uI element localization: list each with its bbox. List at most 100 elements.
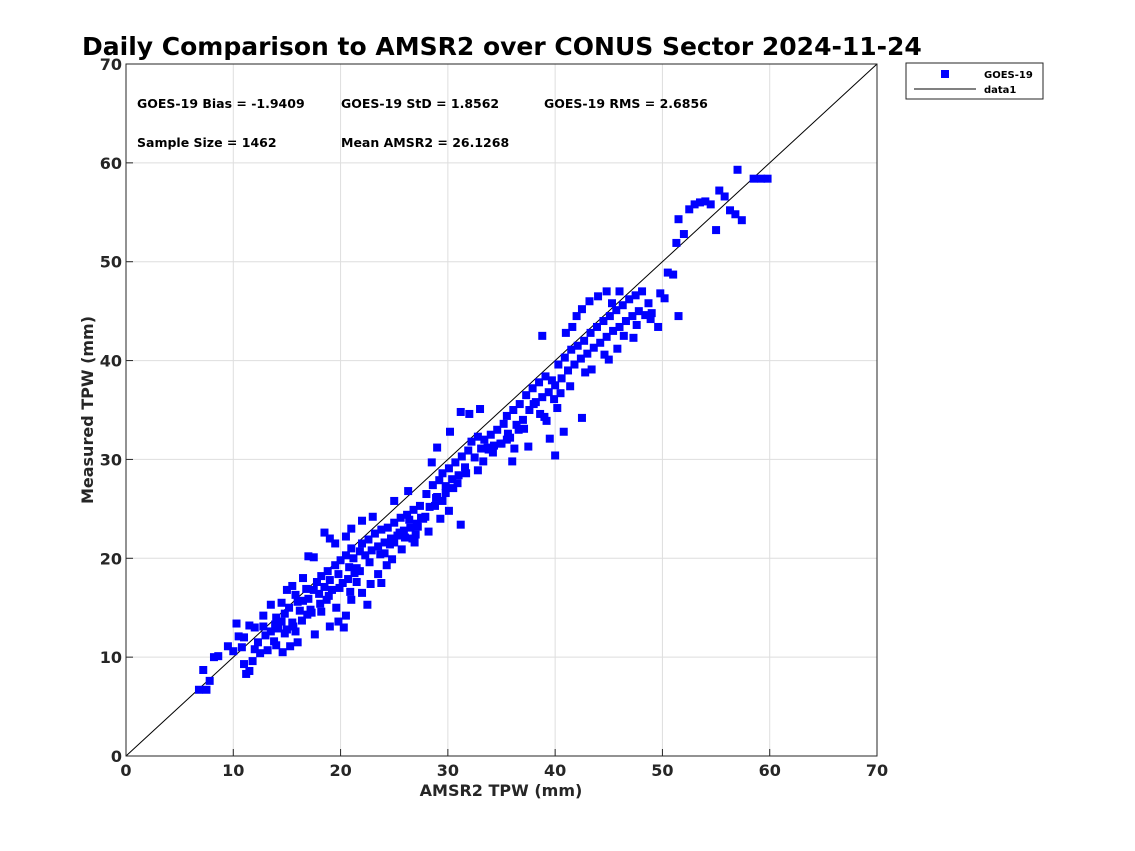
data-point [345, 563, 354, 572]
data-point [209, 653, 218, 662]
data-point [553, 404, 562, 413]
data-point [272, 613, 281, 622]
data-point [476, 405, 485, 414]
data-point [654, 322, 663, 331]
data-point [436, 514, 445, 523]
data-point [529, 400, 538, 409]
data-point [310, 630, 319, 639]
data-point [309, 553, 318, 562]
data-point [663, 268, 672, 277]
data-point [234, 632, 243, 641]
data-point [586, 328, 595, 337]
data-point [568, 322, 577, 331]
data-point [385, 540, 394, 549]
data-point [320, 528, 329, 537]
data-point [444, 464, 453, 473]
data-point [461, 463, 470, 472]
data-point [536, 409, 545, 418]
data-point [194, 685, 203, 694]
data-point [453, 479, 462, 488]
data-point [570, 360, 579, 369]
data-point [674, 312, 683, 321]
data-point [422, 490, 431, 499]
data-point [272, 641, 281, 650]
data-point [331, 539, 340, 548]
data-point [679, 230, 688, 239]
data-point [377, 525, 386, 534]
data-point [341, 551, 350, 560]
data-point [559, 427, 568, 436]
data-point [341, 611, 350, 620]
data-point [615, 322, 624, 331]
data-point [726, 206, 735, 215]
data-point [288, 581, 297, 590]
data-point [395, 528, 404, 537]
x-tick-label: 10 [222, 761, 244, 780]
data-point [449, 484, 458, 493]
data-point [253, 638, 262, 647]
data-point [438, 469, 447, 478]
y-tick-label: 20 [100, 549, 122, 568]
data-point [280, 629, 289, 638]
data-point [295, 606, 304, 615]
data-point [608, 299, 617, 308]
data-point [577, 305, 586, 314]
data-point [370, 529, 379, 538]
x-tick-label: 60 [759, 761, 781, 780]
data-point [550, 395, 559, 404]
data-point [245, 621, 254, 630]
y-tick-label: 40 [100, 352, 122, 371]
data-point [503, 429, 512, 438]
data-point [327, 585, 336, 594]
data-point [470, 453, 479, 462]
data-point [462, 469, 471, 478]
data-point [400, 533, 409, 542]
data-point [248, 657, 257, 666]
data-point [433, 443, 442, 452]
legend-box [905, 62, 1044, 100]
data-point [415, 501, 424, 510]
data-point [646, 315, 655, 324]
data-point [286, 642, 295, 651]
data-point [232, 619, 241, 628]
data-point [737, 216, 746, 225]
x-tick-label: 20 [329, 761, 351, 780]
data-point [581, 368, 590, 377]
data-point [465, 409, 474, 418]
data-point [358, 588, 367, 597]
data-point [344, 575, 353, 584]
data-point [335, 583, 344, 592]
data-point [473, 466, 482, 475]
data-point [390, 518, 399, 527]
data-point [240, 660, 249, 669]
data-point [486, 430, 495, 439]
data-point [660, 294, 669, 303]
data-point [250, 623, 259, 632]
data-point [425, 502, 434, 511]
data-point [540, 412, 549, 421]
data-point [566, 382, 575, 391]
data-point [403, 510, 412, 519]
data-point [720, 192, 729, 201]
data-point [456, 520, 465, 529]
data-point [315, 589, 324, 598]
data-point [352, 578, 361, 587]
data-point [421, 512, 430, 521]
data-point [551, 381, 560, 390]
x-tick-label: 50 [651, 761, 673, 780]
data-point [341, 532, 350, 541]
data-point [456, 407, 465, 416]
data-point [261, 631, 270, 640]
data-point [564, 366, 573, 375]
data-point [625, 295, 634, 304]
data-point [250, 645, 259, 654]
data-point [367, 546, 376, 555]
data-point [349, 554, 358, 563]
data-point [621, 317, 630, 326]
data-point [544, 388, 553, 397]
data-point [405, 515, 414, 524]
data-point [749, 174, 758, 183]
data-point [509, 406, 518, 414]
data-point [629, 333, 638, 342]
data-point [493, 425, 502, 434]
